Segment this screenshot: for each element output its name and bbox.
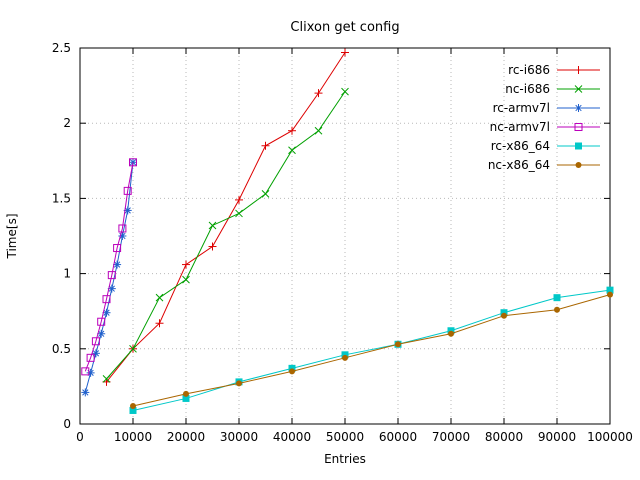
- legend-item-nc-armv7l: nc-armv7l: [490, 120, 600, 134]
- x-tick-label: 90000: [538, 430, 576, 444]
- legend-item-rc-armv7l: rc-armv7l: [493, 101, 600, 115]
- legend-label: nc-i686: [505, 82, 550, 96]
- y-tick-label: 1.5: [52, 191, 71, 205]
- x-tick-label: 50000: [326, 430, 364, 444]
- legend-label: nc-x86_64: [488, 158, 550, 172]
- y-tick-label: 2.5: [52, 41, 71, 55]
- series-line-nc-i686: [106, 91, 346, 380]
- tick-labels: 0 10000 20000 30000 40000 50000 60000 70000 8000…: [52, 41, 633, 444]
- legend-item-rc-x86_64: rc-x86_64: [491, 139, 600, 153]
- legend-item-rc-i686: rc-i686: [508, 63, 600, 77]
- legend-label: rc-x86_64: [491, 139, 550, 153]
- series-line-nc-armv7l: [84, 162, 134, 372]
- plot-border: [79, 47, 611, 425]
- x-tick-label: 30000: [220, 430, 258, 444]
- series-nc-armv7l: [81, 158, 137, 376]
- x-tick-label: 0: [76, 430, 84, 444]
- legend-label: rc-i686: [508, 63, 550, 77]
- x-tick-label: 60000: [379, 430, 417, 444]
- y-tick-label: 0.5: [52, 342, 71, 356]
- x-axis-label: Entries: [324, 452, 366, 466]
- series-line-rc-i686: [106, 52, 346, 383]
- x-tick-label: 40000: [273, 430, 311, 444]
- series-line-rc-armv7l: [84, 162, 134, 393]
- legend-item-nc-x86_64: nc-x86_64: [488, 158, 600, 172]
- chart-title: Clixon get config: [290, 20, 399, 35]
- legend-label: nc-armv7l: [490, 120, 550, 134]
- x-tick-label: 10000: [114, 430, 152, 444]
- x-tick-label: 100000: [587, 430, 633, 444]
- series-line-rc-x86_64: [132, 289, 611, 411]
- x-tick-label: 80000: [485, 430, 523, 444]
- y-tick-label: 1: [63, 267, 71, 281]
- y-tick-label: 2: [63, 116, 71, 130]
- y-tick-label: 0: [63, 417, 71, 431]
- x-tick-label: 20000: [167, 430, 205, 444]
- legend-item-nc-i686: nc-i686: [505, 82, 600, 96]
- y-axis-label: Time[s]: [5, 214, 19, 260]
- series-line-nc-x86_64: [132, 294, 611, 407]
- series-nc-x86_64: [130, 291, 613, 409]
- x-tick-label: 70000: [432, 430, 470, 444]
- series-nc-i686: [102, 87, 349, 383]
- legend-label: rc-armv7l: [493, 101, 550, 115]
